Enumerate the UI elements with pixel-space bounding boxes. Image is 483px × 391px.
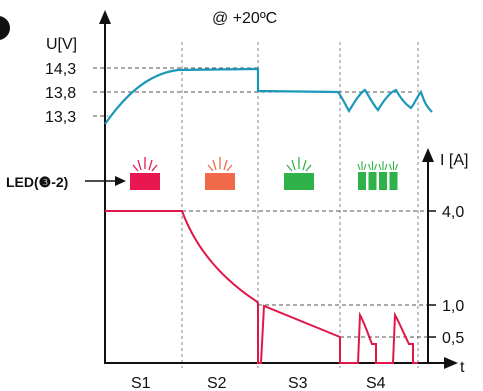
led-label-ref: ❸-2	[39, 174, 64, 190]
led-icon	[130, 157, 160, 190]
voltage-tick-label: 13,8	[45, 85, 76, 102]
voltage-tick-label: 14,3	[45, 61, 76, 78]
led-indicators	[130, 157, 399, 190]
led-block	[130, 173, 160, 190]
current-tick-label: 4,0	[442, 204, 464, 221]
led-block	[284, 173, 314, 190]
led-ray	[207, 164, 214, 172]
stage-label: S2	[207, 375, 227, 391]
time-axis-label: t	[460, 359, 465, 376]
led-icon	[205, 157, 235, 190]
led-ray	[363, 163, 367, 171]
led-label: LED(❸-2)	[6, 174, 68, 190]
led-ray	[132, 164, 139, 172]
chart-title: @ +20ºC	[212, 10, 277, 27]
stage-label: S4	[366, 375, 386, 391]
led-ray	[286, 164, 293, 172]
led-ray	[212, 159, 217, 171]
led-block	[205, 173, 235, 190]
voltage-gridlines	[93, 67, 412, 117]
led-pointer-arrowhead	[115, 176, 126, 186]
led-ray	[357, 163, 361, 171]
led-ray	[223, 159, 228, 171]
current-axis-arrow	[422, 148, 434, 162]
led-block	[389, 172, 398, 190]
led-ray	[302, 159, 307, 171]
led-label-text: LED(	[6, 174, 39, 190]
led-ray	[291, 159, 296, 171]
current-tick-label: 0,5	[442, 330, 464, 347]
led-icon	[284, 157, 314, 190]
led-ray	[373, 163, 378, 171]
voltage-curve	[104, 67, 433, 125]
voltage-axis-label: U[V]	[46, 36, 77, 53]
led-ray	[148, 159, 153, 171]
led-ray	[151, 164, 158, 172]
time-axis-arrow	[444, 357, 458, 369]
stage-label: S3	[288, 375, 308, 391]
led-block	[379, 172, 387, 190]
led-ray	[388, 163, 393, 171]
led-ray	[137, 159, 142, 171]
current-curve	[105, 210, 418, 364]
led-ray	[384, 163, 388, 171]
current-axis-label: I [A]	[440, 152, 468, 169]
current-tick-label: 1,0	[442, 298, 464, 315]
led-block	[368, 172, 377, 190]
voltage-axis-arrow	[99, 10, 111, 24]
section-marker-icon	[0, 16, 10, 40]
led-label-close: )	[64, 174, 69, 190]
stage-label: S1	[131, 375, 151, 391]
led-ray	[305, 164, 312, 172]
led-ray	[226, 164, 233, 172]
led-icon	[357, 161, 399, 190]
current-gridlines	[182, 210, 428, 338]
led-ray	[367, 163, 372, 171]
led-block	[358, 172, 366, 190]
led-ray	[378, 163, 382, 171]
voltage-tick-label: 13,3	[45, 109, 76, 126]
led-ray	[394, 163, 399, 171]
led-pointer	[85, 176, 126, 186]
